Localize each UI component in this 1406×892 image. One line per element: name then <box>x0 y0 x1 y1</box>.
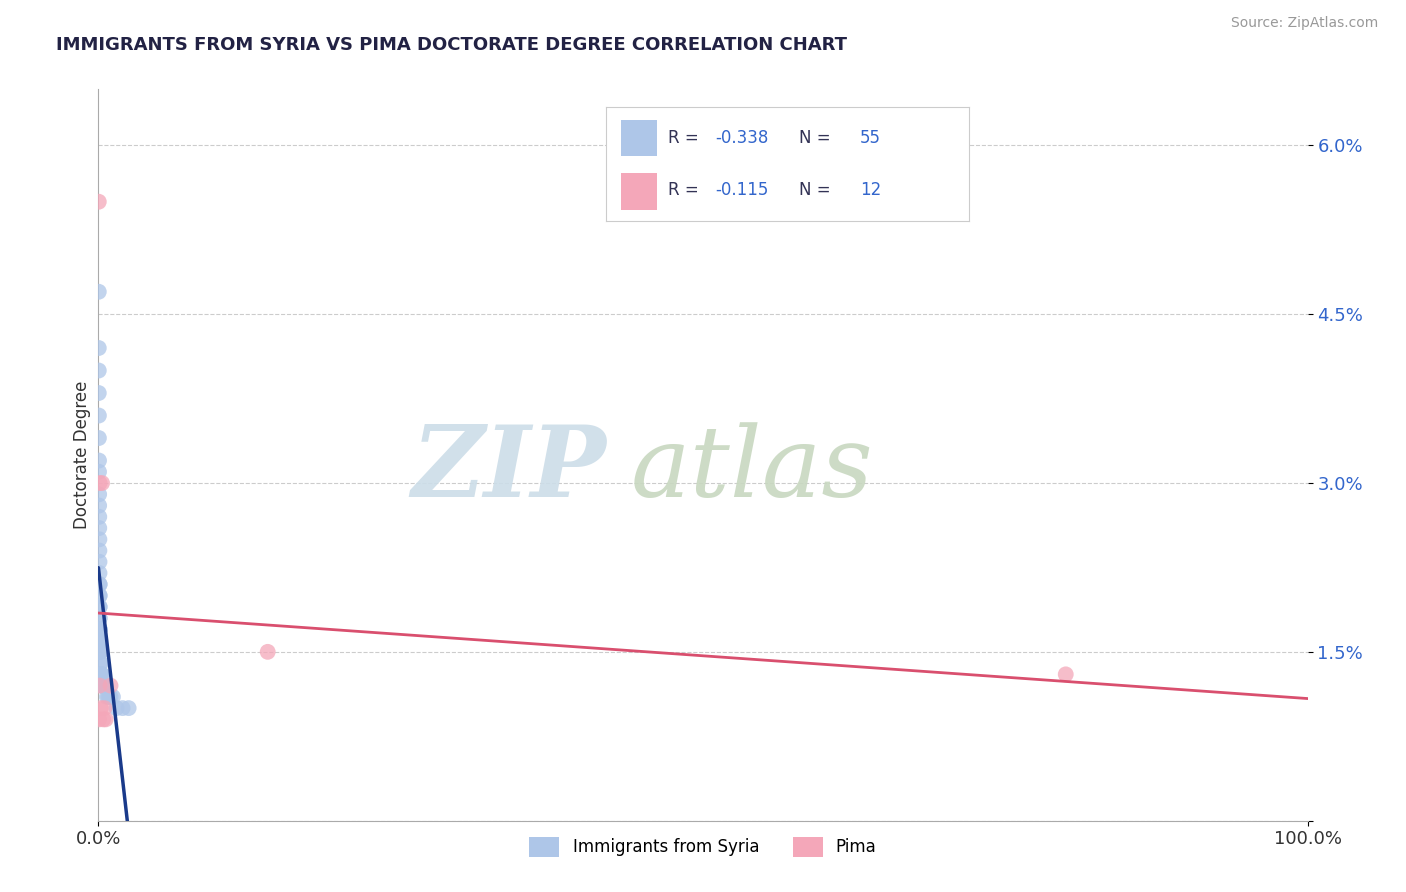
Y-axis label: Doctorate Degree: Doctorate Degree <box>73 381 91 529</box>
Point <box>89 645 111 659</box>
Text: IMMIGRANTS FROM SYRIA VS PIMA DOCTORATE DEGREE CORRELATION CHART: IMMIGRANTS FROM SYRIA VS PIMA DOCTORATE … <box>56 36 848 54</box>
Point <box>89 577 111 591</box>
Text: Source: ZipAtlas.com: Source: ZipAtlas.com <box>1230 16 1378 29</box>
Point <box>89 623 111 637</box>
Point <box>87 386 110 401</box>
Point <box>89 611 111 625</box>
Point <box>91 679 114 693</box>
Point <box>101 690 124 704</box>
Point <box>89 499 111 513</box>
Point <box>87 194 110 209</box>
Point <box>89 533 111 547</box>
Point <box>91 667 114 681</box>
Point <box>89 633 111 648</box>
Point <box>89 611 111 625</box>
Point <box>89 589 111 603</box>
Point <box>90 667 112 681</box>
Point <box>91 679 114 693</box>
Point <box>105 701 128 715</box>
Legend: Immigrants from Syria, Pima: Immigrants from Syria, Pima <box>523 830 883 863</box>
Point <box>1054 667 1077 681</box>
Point <box>89 487 111 501</box>
Point <box>93 679 115 693</box>
Point <box>89 555 111 569</box>
Point <box>89 521 111 535</box>
Point <box>89 623 111 637</box>
Point <box>87 453 110 467</box>
Point <box>89 623 111 637</box>
Point <box>98 690 121 704</box>
Point <box>89 633 111 648</box>
Point <box>90 667 112 681</box>
Point <box>91 712 114 726</box>
Point <box>89 476 111 491</box>
Point <box>87 465 110 479</box>
Point <box>91 679 114 693</box>
Point <box>87 341 110 355</box>
Point <box>89 566 111 580</box>
Point <box>87 409 110 423</box>
Point <box>111 701 134 715</box>
Point <box>90 701 112 715</box>
Point <box>89 599 111 614</box>
Point <box>87 285 110 299</box>
Point <box>89 679 111 693</box>
Point <box>89 599 111 614</box>
Point <box>93 679 115 693</box>
Point <box>96 690 118 704</box>
Point <box>87 431 110 445</box>
Point <box>90 656 112 670</box>
Point <box>100 679 122 693</box>
Point <box>90 656 112 670</box>
Point <box>89 645 111 659</box>
Point <box>90 667 112 681</box>
Point <box>90 667 112 681</box>
Text: atlas: atlas <box>630 422 873 517</box>
Point <box>118 701 141 715</box>
Text: ZIP: ZIP <box>412 421 606 517</box>
Point <box>89 543 111 558</box>
Point <box>89 645 111 659</box>
Point <box>256 645 278 659</box>
Point <box>94 712 117 726</box>
Point <box>94 679 117 693</box>
Point <box>89 633 111 648</box>
Point <box>100 690 122 704</box>
Point <box>87 363 110 377</box>
Point <box>93 701 115 715</box>
Point <box>89 577 111 591</box>
Point <box>89 509 111 524</box>
Point <box>91 679 114 693</box>
Point <box>89 589 111 603</box>
Point <box>91 476 114 491</box>
Point <box>97 690 120 704</box>
Point <box>87 712 110 726</box>
